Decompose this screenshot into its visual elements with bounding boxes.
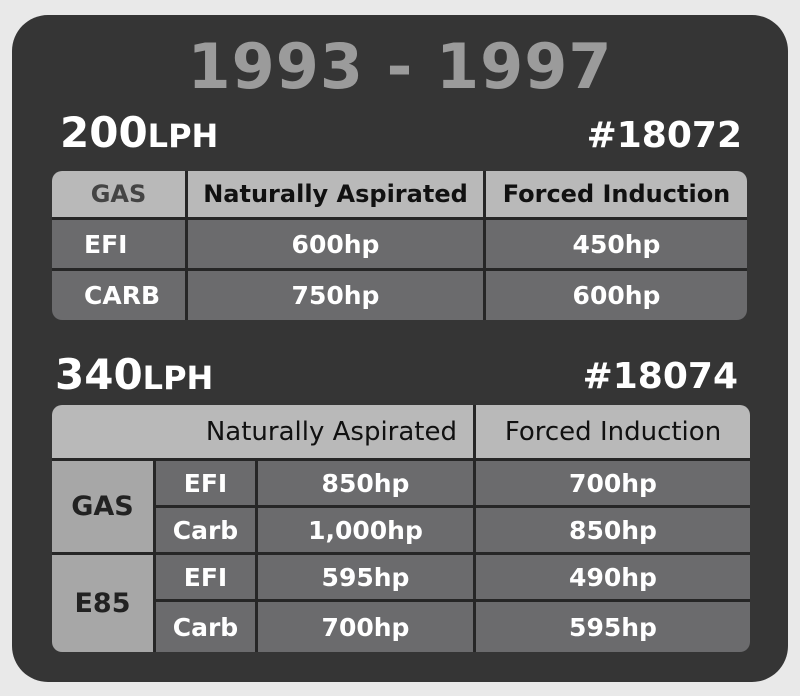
header-fi: Forced Induction	[486, 171, 747, 217]
header-na: Naturally Aspirated	[52, 405, 473, 458]
pump1-part-number: #18072	[586, 115, 742, 156]
header-fuel: GAS	[52, 171, 185, 217]
cell-fi: 700hp	[476, 461, 750, 505]
header-na: Naturally Aspirated	[188, 171, 483, 217]
cell-fi: 600hp	[486, 271, 747, 320]
row-label: EFI	[156, 555, 255, 599]
row-label: EFI	[52, 220, 185, 268]
pump2-part-number: #18074	[582, 356, 738, 397]
pump1-flow-value: 200	[60, 108, 148, 157]
header-fi: Forced Induction	[476, 405, 750, 458]
row-label: CARB	[52, 271, 185, 320]
cell-fi: 450hp	[486, 220, 747, 268]
pump2-flow-unit: LPH	[142, 359, 214, 397]
cell-fi: 850hp	[476, 508, 750, 552]
row-label: Carb	[156, 602, 255, 652]
pump1-flow: 200LPH	[60, 108, 218, 157]
pump2-flow: 340LPH	[55, 350, 213, 399]
pump2-table: Naturally Aspirated Forced Induction GAS…	[52, 405, 750, 652]
cell-na: 595hp	[258, 555, 473, 599]
cell-na: 850hp	[258, 461, 473, 505]
year-range-title: 1993 - 1997	[187, 30, 613, 103]
fuel-gas: GAS	[52, 461, 153, 552]
pump1-flow-unit: LPH	[147, 117, 219, 155]
cell-na: 700hp	[258, 602, 473, 652]
row-label: Carb	[156, 508, 255, 552]
cell-fi: 490hp	[476, 555, 750, 599]
pump1-table: GAS Naturally Aspirated Forced Induction…	[52, 171, 747, 320]
cell-na: 1,000hp	[258, 508, 473, 552]
pump2-flow-value: 340	[55, 350, 143, 399]
cell-fi: 595hp	[476, 602, 750, 652]
cell-na: 750hp	[188, 271, 483, 320]
cell-na: 600hp	[188, 220, 483, 268]
row-label: EFI	[156, 461, 255, 505]
fuel-e85: E85	[52, 555, 153, 652]
